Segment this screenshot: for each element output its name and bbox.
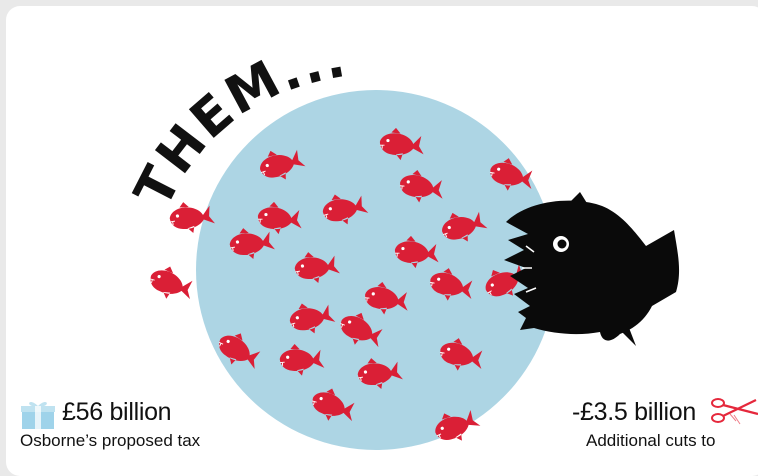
big-fish [504, 192, 680, 346]
infographic-card: THEM... £56 billion Osborne’s proposed t… [6, 6, 758, 476]
gift-icon [21, 401, 55, 429]
small-fish [145, 261, 198, 306]
stat-additional-cuts-amount: -£3.5 billion [572, 398, 696, 426]
stat-tax-cut-description: Osborne’s proposed tax [20, 431, 201, 450]
stat-tax-cut-amount: £56 billion [62, 398, 172, 426]
stat-additional-cuts-description: Additional cuts to [586, 431, 716, 450]
fish-illustration: THEM... [124, 29, 680, 450]
pool-circle [196, 90, 556, 450]
scissors-icon [711, 398, 758, 425]
